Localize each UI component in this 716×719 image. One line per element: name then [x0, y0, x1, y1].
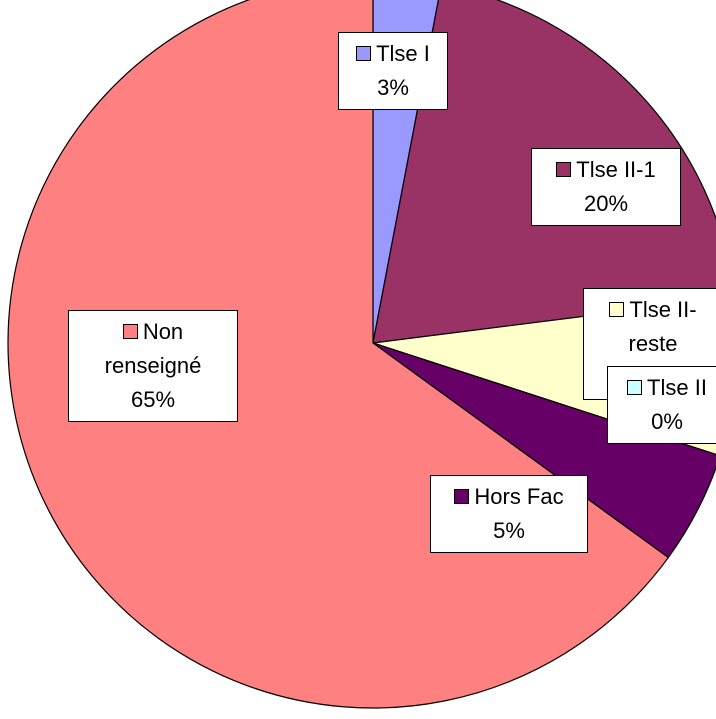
value-label: 65%	[130, 387, 176, 412]
legend-key	[627, 380, 643, 395]
data-label: Tlse II 0%	[607, 366, 716, 444]
category-label: Hors Fac	[474, 484, 564, 509]
data-label: Non renseigné 65%	[68, 310, 238, 422]
category-label: Tlse II-reste	[628, 297, 697, 356]
legend-key	[609, 302, 625, 317]
category-label: Tlse I	[376, 41, 430, 66]
legend-key	[122, 324, 138, 339]
legend-key	[454, 489, 470, 504]
value-label: 5%	[493, 518, 525, 543]
category-label: Tlse II	[647, 375, 707, 400]
value-label: 3%	[377, 75, 409, 100]
value-label: 20%	[583, 191, 629, 216]
data-label: Tlse II-1 20%	[531, 148, 681, 226]
value-label: 0%	[651, 409, 683, 434]
category-label: Non renseigné	[104, 319, 202, 378]
category-label: Tlse II-1	[576, 157, 656, 182]
data-label: Hors Fac 5%	[430, 475, 588, 553]
legend-key	[556, 162, 572, 177]
legend-key	[356, 46, 372, 61]
data-label: Tlse I 3%	[338, 32, 448, 110]
